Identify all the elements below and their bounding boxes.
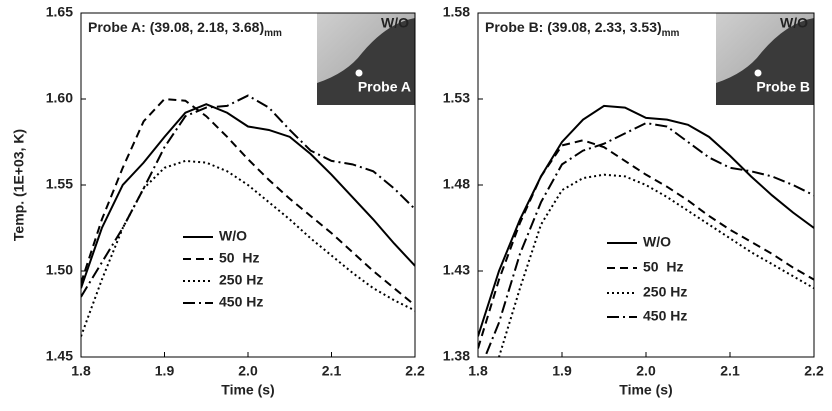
inset-dark-region bbox=[716, 18, 814, 105]
y-tick-label: 1.65 bbox=[46, 4, 73, 20]
y-tick-label: 1.38 bbox=[443, 348, 470, 364]
x-tick-label: 1.8 bbox=[71, 363, 91, 379]
y-tick-label: 1.55 bbox=[46, 176, 73, 192]
inset-probe-dot bbox=[754, 69, 762, 77]
x-axis-label: Time (s) bbox=[221, 382, 274, 398]
x-tick-label: 2.2 bbox=[804, 363, 824, 379]
title-subscript: mm bbox=[264, 28, 282, 39]
y-tick-label: 1.58 bbox=[443, 4, 470, 20]
series-line bbox=[81, 103, 415, 289]
legend-label: 450 Hz bbox=[219, 294, 263, 310]
legend-label: W/O bbox=[219, 228, 247, 244]
title-subscript: mm bbox=[662, 28, 680, 39]
y-axis-label: Temp. (1E+03, K) bbox=[11, 129, 27, 241]
legend-label: 50 Hz bbox=[643, 259, 683, 275]
y-tick-label: 1.53 bbox=[443, 90, 470, 106]
x-tick-label: 1.9 bbox=[155, 363, 175, 379]
y-tick-label: 1.50 bbox=[46, 262, 73, 278]
x-tick-label: 2.1 bbox=[720, 363, 740, 379]
series-line bbox=[478, 104, 814, 337]
inset-label: W/O bbox=[381, 15, 409, 31]
panel-title: Probe A: (39.08, 2.18, 3.68)mm bbox=[88, 19, 282, 39]
inset-probe-dot bbox=[355, 69, 363, 77]
series-line bbox=[81, 97, 415, 307]
inset-probe-label: Probe A bbox=[358, 79, 411, 95]
series-line bbox=[483, 122, 814, 357]
y-tick-label: 1.60 bbox=[46, 90, 73, 106]
x-tick-label: 2.0 bbox=[238, 363, 258, 379]
x-tick-label: 1.8 bbox=[468, 363, 488, 379]
title-text: Probe A: (39.08, 2.18, 3.68) bbox=[88, 19, 264, 35]
y-tick-label: 1.48 bbox=[443, 176, 470, 192]
legend-label: 450 Hz bbox=[643, 308, 687, 324]
series-line bbox=[81, 94, 415, 298]
inset-label: W/O bbox=[780, 15, 808, 31]
series-line bbox=[497, 173, 814, 357]
x-axis-label: Time (s) bbox=[619, 382, 672, 398]
x-tick-label: 2.0 bbox=[636, 363, 656, 379]
x-tick-label: 2.2 bbox=[405, 363, 425, 379]
x-tick-label: 1.9 bbox=[552, 363, 572, 379]
legend-label: W/O bbox=[643, 234, 671, 250]
title-text: Probe B: (39.08, 2.33, 3.53) bbox=[485, 19, 662, 35]
y-tick-label: 1.43 bbox=[443, 262, 470, 278]
y-tick-label: 1.45 bbox=[46, 348, 73, 364]
series-line bbox=[81, 159, 415, 337]
x-tick-label: 2.1 bbox=[322, 363, 342, 379]
series-line bbox=[478, 139, 814, 349]
inset-dark-region bbox=[317, 18, 415, 105]
panel-title: Probe B: (39.08, 2.33, 3.53)mm bbox=[485, 19, 680, 39]
legend-label: 50 Hz bbox=[219, 250, 259, 266]
legend-label: 250 Hz bbox=[643, 284, 687, 300]
legend-label: 250 Hz bbox=[219, 272, 263, 288]
inset-probe-label: Probe B bbox=[756, 79, 810, 95]
